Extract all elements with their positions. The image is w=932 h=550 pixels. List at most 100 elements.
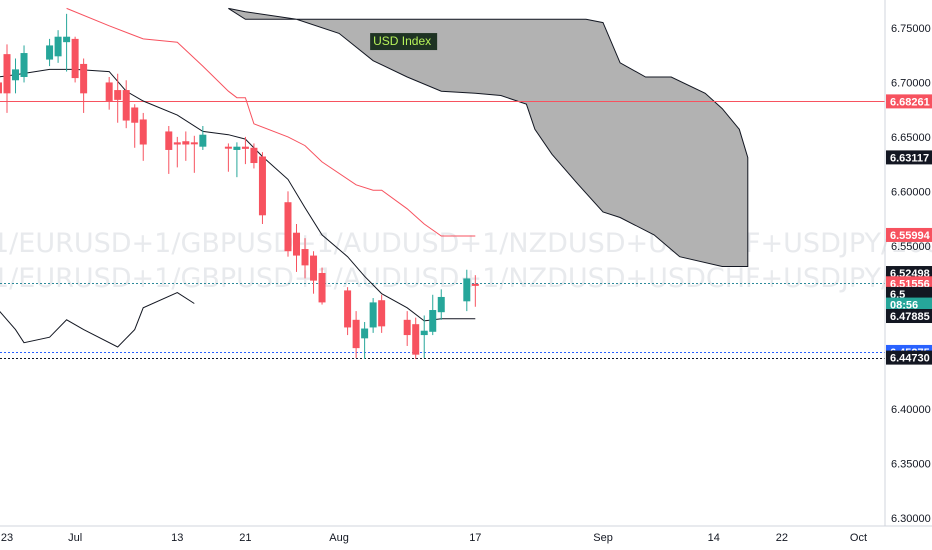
candle-17	[182, 131, 190, 161]
price-tick-label: 6.60000	[891, 186, 931, 198]
price-tag-label: 6.63117	[890, 152, 929, 164]
price-tag-label: 6.55994	[890, 230, 931, 242]
time-axis-ticks[interactable]: 23 Jul 13 21 Aug 17 Sep 14 22 Oct	[1, 532, 867, 544]
cloud-note-background	[370, 33, 438, 51]
candle-24	[258, 152, 266, 224]
time-tick-label: 17	[469, 532, 481, 544]
candle-body	[131, 107, 139, 123]
price-tag: 6.55994	[886, 227, 932, 242]
candle-body	[63, 36, 71, 43]
candle-30	[344, 287, 352, 336]
indicator-line-2	[66, 7, 476, 237]
candle-12	[122, 80, 130, 129]
candle-body	[173, 142, 181, 145]
candle-18	[190, 135, 198, 173]
candle-3	[12, 58, 20, 94]
price-tick-label: 6.65000	[891, 132, 931, 144]
price-tag-background	[886, 150, 932, 165]
candle-31	[352, 311, 360, 358]
candle-body	[182, 141, 190, 145]
price-tag: 08:56	[886, 297, 932, 312]
candle-body	[199, 134, 207, 147]
time-tick-label: Aug	[329, 532, 349, 544]
candle-2	[3, 44, 11, 113]
candle-29	[318, 267, 326, 305]
candle-28	[310, 251, 318, 294]
price-tag-background	[886, 94, 932, 109]
axes	[0, 0, 932, 527]
candle-25	[284, 191, 292, 257]
price-tag: 6.63117	[886, 150, 932, 165]
candle-1	[0, 82, 2, 94]
candle-body	[403, 319, 411, 336]
price-tag: 6.47885	[886, 309, 932, 324]
candle-35	[403, 311, 411, 346]
candle-body	[352, 319, 360, 349]
candle-body	[463, 278, 471, 302]
candle-19	[199, 126, 207, 150]
horizontal-lines	[0, 101, 885, 359]
time-tick-label: 13	[171, 532, 183, 544]
candle-body	[437, 296, 445, 313]
candle-32	[361, 322, 369, 360]
price-tag-background	[886, 350, 932, 365]
candle-body	[224, 146, 232, 149]
candle-40	[463, 269, 471, 312]
candle-body	[105, 82, 113, 101]
time-tick-label: Sep	[593, 532, 613, 544]
price-tag-label: 6.44730	[890, 353, 930, 365]
price-tags: 6.682616.631176.559946.524986.515566.508…	[886, 94, 932, 365]
price-tag: 6.68261	[886, 94, 932, 109]
candle-20	[224, 143, 232, 172]
candle-body	[233, 146, 241, 150]
candle-body	[301, 249, 309, 266]
candle-body	[80, 63, 88, 94]
candle-7	[63, 13, 71, 72]
candle-body	[310, 255, 318, 281]
candle-41	[471, 275, 479, 307]
candle-23	[250, 143, 258, 169]
candle-body	[258, 156, 266, 216]
price-tag-background	[886, 309, 932, 324]
candle-body	[165, 131, 173, 150]
candle-body	[471, 283, 479, 286]
price-tick-label: 6.70000	[891, 77, 931, 89]
time-tick-label: Oct	[850, 532, 867, 544]
candle-21	[233, 142, 241, 178]
candle-body	[420, 330, 428, 336]
candle-body	[46, 45, 54, 60]
candle-body	[190, 142, 198, 145]
candle-5	[46, 38, 54, 67]
time-tick-label: 22	[776, 532, 788, 544]
candle-16	[173, 136, 181, 168]
candle-body	[20, 53, 28, 77]
candle-body	[369, 302, 377, 328]
candles	[0, 13, 479, 360]
price-tag-background	[886, 276, 932, 291]
watermark: 1/EURUSD+1/GBPUSD+1/AUDUSD+1/NZDUSD+USDC…	[0, 228, 932, 294]
price-tag: 6.44730	[886, 350, 932, 365]
candle-22	[241, 136, 249, 165]
candle-4	[20, 45, 28, 83]
cloud-note: USD Index	[370, 33, 438, 51]
candle-6	[54, 30, 62, 63]
price-tick-label: 6.35000	[891, 459, 931, 471]
candle-27	[301, 238, 309, 279]
candle-38	[429, 294, 437, 336]
time-tick-label: 21	[239, 532, 251, 544]
candle-body	[114, 90, 122, 100]
candle-body	[54, 36, 62, 57]
indicator-line-3	[0, 292, 195, 348]
price-tag-background	[886, 286, 932, 301]
watermark-line-1: 1/EURUSD+1/GBPUSD+1/AUDUSD+1/NZDUSD+USDC…	[0, 228, 932, 259]
price-tick-label: 6.40000	[891, 404, 931, 416]
candle-14	[139, 112, 147, 161]
candle-body	[318, 273, 326, 303]
candle-13	[131, 104, 139, 148]
candle-body	[250, 147, 258, 164]
price-tick-label: 6.30000	[891, 513, 931, 525]
candle-body	[139, 119, 147, 145]
candle-body	[0, 82, 2, 94]
candle-15	[165, 126, 173, 174]
